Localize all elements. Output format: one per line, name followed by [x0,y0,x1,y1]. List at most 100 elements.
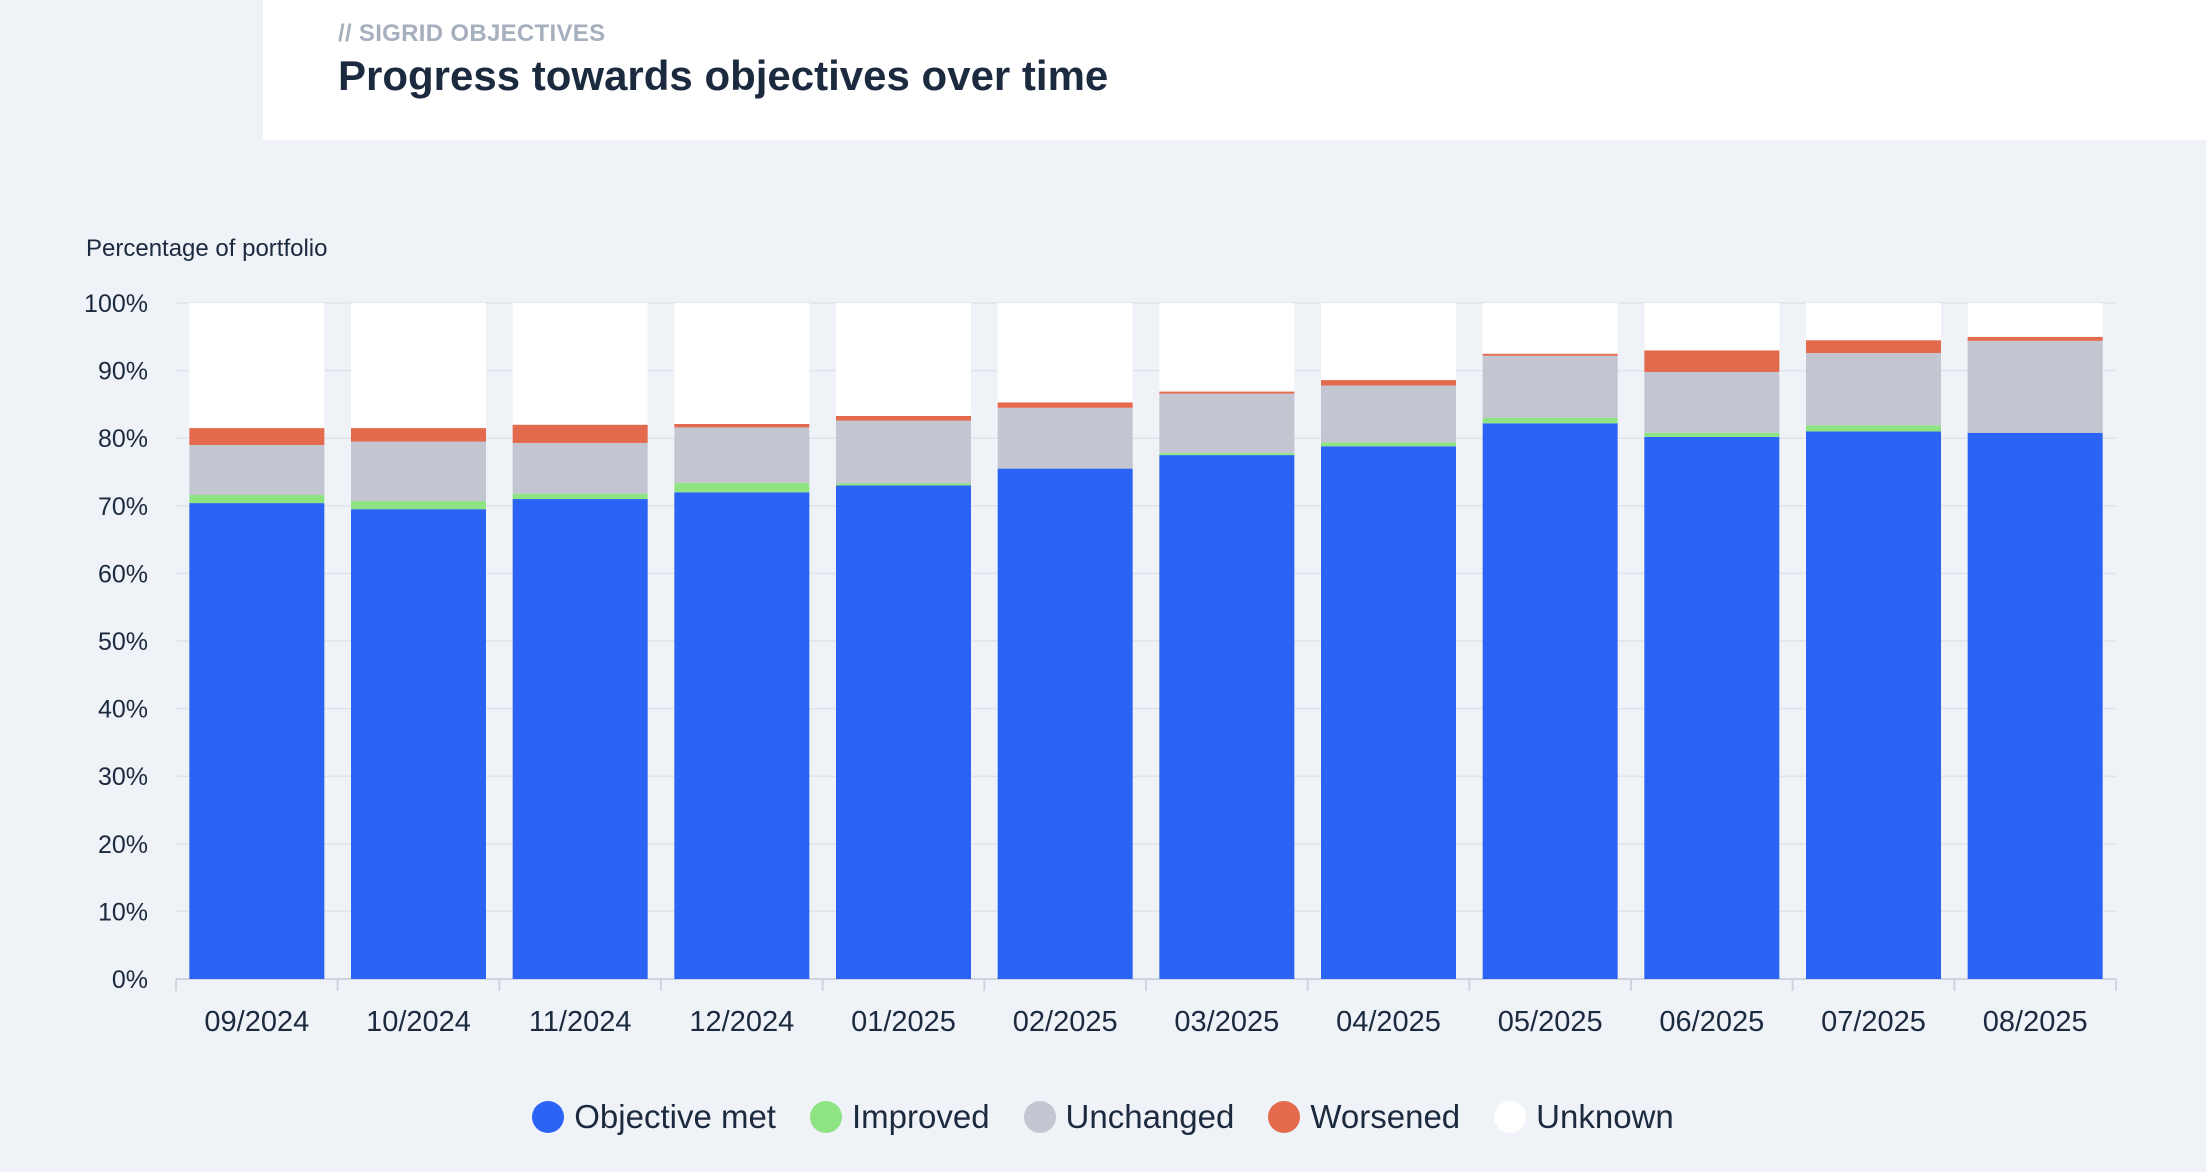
bar-segment-unchanged[interactable] [1644,371,1780,433]
bar-segment-worsened[interactable] [674,424,810,428]
x-tick-label: 06/2025 [1659,1006,1764,1038]
x-axis-ticks: 09/2024 10/2024 11/2024 12/2024 01/2025 02/20… [175,979,2117,1038]
x-tick-label: 12/2024 [689,1006,794,1038]
bar-segment-unchanged[interactable] [1482,355,1618,418]
legend-swatch [1023,1101,1056,1133]
legend-item-objective-met[interactable]: Objective met [532,1098,776,1136]
bar-segment-improved[interactable] [351,501,486,510]
x-tick-label: 01/2025 [851,1006,956,1038]
y-tick-label: 30% [98,763,148,791]
bar-segment-worsened[interactable] [351,428,486,442]
bar-segment-unknown[interactable] [1806,303,1941,341]
legend-swatch [809,1101,842,1133]
bar-segment-unknown[interactable] [512,303,648,425]
y-tick-label: 100% [84,290,148,318]
legend-swatch [1494,1101,1527,1133]
bars [189,303,2103,980]
y-tick-label: 10% [98,898,148,926]
legend-item-unknown[interactable]: Unknown [1494,1098,1674,1136]
bar-segment-improved[interactable] [1159,453,1295,456]
bar-segment-objective-met[interactable] [1806,431,1941,979]
bar-segment-unchanged[interactable] [351,441,486,502]
bar-segment-unchanged[interactable] [1159,393,1295,454]
bar-segment-worsened[interactable] [1321,380,1456,386]
bar-segment-objective-met[interactable] [189,503,325,979]
y-tick-label: 80% [98,425,148,453]
legend-item-improved[interactable]: Improved [809,1098,990,1136]
bar-segment-objective-met[interactable] [1967,432,2103,979]
x-tick-label: 04/2025 [1336,1006,1441,1038]
bar-segment-objective-met[interactable] [997,468,1133,979]
bar-segment-unchanged[interactable] [1806,353,1941,426]
y-tick-label: 50% [98,628,148,656]
bar-segment-improved[interactable] [1644,432,1780,437]
bar-segment-worsened[interactable] [1159,391,1295,394]
bar-segment-unknown[interactable] [351,303,486,429]
bar-segment-unchanged[interactable] [1321,385,1456,443]
legend-label: Unchanged [1065,1098,1235,1135]
stacked-bar-chart: Percentage of portfolio 0% 10% 20% 30% 40% 50… [84,235,2117,1038]
bar-segment-unknown[interactable] [1644,303,1780,351]
bar-segment-unchanged[interactable] [1967,340,2103,433]
bar-segment-worsened[interactable] [1967,336,2103,341]
bar-segment-worsened[interactable] [1806,340,1941,354]
bar-segment-objective-met[interactable] [836,485,971,979]
bar-segment-unchanged[interactable] [189,444,325,495]
bar-segment-objective-met[interactable] [1321,446,1456,979]
y-tick-label: 40% [98,696,148,724]
y-axis-label: Percentage of portfolio [86,235,328,262]
bar-segment-objective-met[interactable] [674,492,810,979]
legend-label: Objective met [574,1098,776,1135]
bar-segment-unknown[interactable] [1482,303,1618,354]
page-title: Progress towards objectives over time [338,52,1109,99]
legend-swatch [532,1101,565,1133]
legend-label: Worsened [1310,1098,1461,1135]
bar-segment-unchanged[interactable] [674,427,810,483]
bar-segment-objective-met[interactable] [512,499,648,979]
y-tick-label: 20% [98,831,148,859]
bar-segment-worsened[interactable] [997,402,1133,408]
legend-label: Unknown [1536,1098,1674,1135]
bar-segment-unchanged[interactable] [836,420,971,484]
bar-segment-worsened[interactable] [512,424,648,443]
legend-swatch [1268,1101,1301,1133]
x-tick-label: 10/2024 [366,1006,471,1038]
y-tick-label: 60% [98,560,148,588]
bar-segment-worsened[interactable] [836,415,971,421]
bar-segment-unchanged[interactable] [512,442,648,494]
legend-item-worsened[interactable]: Worsened [1268,1098,1460,1136]
bar-segment-worsened[interactable] [1644,350,1780,372]
bar-segment-improved[interactable] [836,483,971,486]
bar-segment-improved[interactable] [1806,425,1941,432]
y-tick-label: 0% [112,966,148,994]
bar-segment-unknown[interactable] [836,303,971,416]
y-axis-ticks: 0% 10% 20% 30% 40% 50% 60% 70% 80% 90% 100% [84,290,148,994]
y-tick-label: 90% [98,358,148,386]
bar-segment-unknown[interactable] [189,303,325,429]
x-tick-label: 11/2024 [529,1006,632,1038]
chart-legend: Objective met Improved Unchanged Worsened Un… [0,1098,2206,1136]
bar-segment-unknown[interactable] [997,303,1133,403]
legend-item-unchanged[interactable]: Unchanged [1023,1098,1235,1136]
x-tick-label: 03/2025 [1174,1006,1279,1038]
bar-segment-improved[interactable] [1482,417,1618,424]
bar-segment-improved[interactable] [1321,442,1456,447]
x-tick-label: 05/2025 [1498,1006,1603,1038]
bar-segment-unknown[interactable] [674,303,810,425]
bar-segment-unknown[interactable] [1967,303,2103,337]
bar-segment-improved[interactable] [189,494,325,504]
x-tick-label: 07/2025 [1821,1006,1926,1038]
bar-segment-unchanged[interactable] [997,407,1133,469]
bar-segment-worsened[interactable] [189,428,325,445]
bar-segment-objective-met[interactable] [1482,423,1618,979]
bar-segment-objective-met[interactable] [1644,436,1780,979]
bar-segment-objective-met[interactable] [1159,455,1295,980]
bar-segment-worsened[interactable] [1482,353,1618,356]
bar-segment-objective-met[interactable] [351,509,486,979]
x-tick-label: 02/2025 [1013,1006,1118,1038]
bar-segment-improved[interactable] [674,482,810,493]
bar-segment-unknown[interactable] [1159,303,1295,392]
bar-segment-improved[interactable] [512,493,648,500]
bar-segment-unknown[interactable] [1321,303,1456,381]
x-tick-label: 08/2025 [1983,1006,2088,1038]
